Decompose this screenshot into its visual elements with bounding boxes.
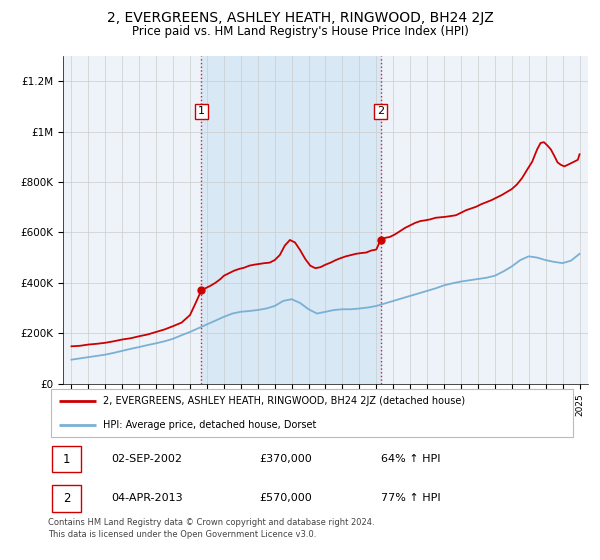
Text: Contains HM Land Registry data © Crown copyright and database right 2024.
This d: Contains HM Land Registry data © Crown c… (48, 518, 374, 539)
Text: £370,000: £370,000 (259, 454, 312, 464)
Text: Price paid vs. HM Land Registry's House Price Index (HPI): Price paid vs. HM Land Registry's House … (131, 25, 469, 38)
Text: 2: 2 (63, 492, 70, 505)
FancyBboxPatch shape (52, 486, 81, 512)
FancyBboxPatch shape (50, 389, 574, 437)
Text: 64% ↑ HPI: 64% ↑ HPI (380, 454, 440, 464)
Text: HPI: Average price, detached house, Dorset: HPI: Average price, detached house, Dors… (103, 420, 317, 430)
Text: 77% ↑ HPI: 77% ↑ HPI (380, 493, 440, 503)
Text: £570,000: £570,000 (259, 493, 312, 503)
Text: 1: 1 (63, 452, 70, 466)
Text: 2, EVERGREENS, ASHLEY HEATH, RINGWOOD, BH24 2JZ (detached house): 2, EVERGREENS, ASHLEY HEATH, RINGWOOD, B… (103, 396, 466, 406)
Text: 04-APR-2013: 04-APR-2013 (112, 493, 183, 503)
Text: 2, EVERGREENS, ASHLEY HEATH, RINGWOOD, BH24 2JZ: 2, EVERGREENS, ASHLEY HEATH, RINGWOOD, B… (107, 11, 493, 25)
FancyBboxPatch shape (52, 446, 81, 472)
Text: 1: 1 (198, 106, 205, 116)
Text: 02-SEP-2002: 02-SEP-2002 (112, 454, 182, 464)
Text: 2: 2 (377, 106, 384, 116)
Bar (202, 56, 380, 384)
